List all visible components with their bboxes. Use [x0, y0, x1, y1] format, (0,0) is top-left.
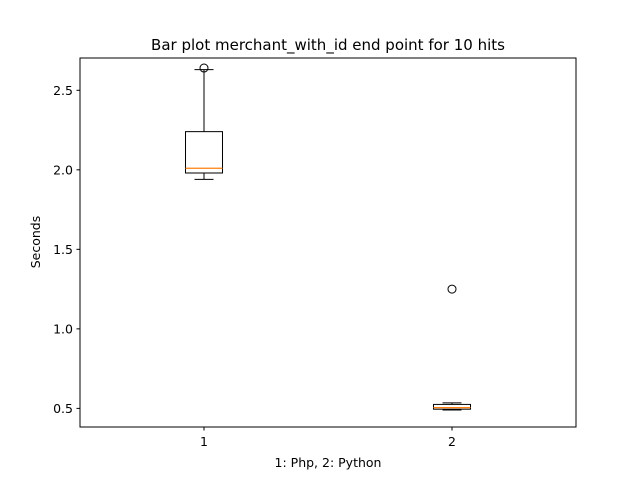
x-tick-label: 2 [448, 434, 456, 449]
outlier-point [447, 284, 457, 294]
y-tick-label: 2.5 [53, 83, 73, 98]
y-tick-label: 1.0 [53, 321, 73, 336]
x-tick-label: 1 [200, 434, 208, 449]
axes-frame [79, 57, 577, 428]
x-axis-label: 1: Php, 2: Python [275, 455, 382, 470]
box-iqr [433, 403, 471, 410]
chart-title: Bar plot merchant_with_id end point for … [151, 36, 505, 55]
box-group-1 [185, 63, 223, 180]
box-iqr [185, 131, 223, 174]
outlier-point [199, 63, 209, 73]
plot-area [185, 63, 471, 411]
y-tick-label: 0.5 [53, 401, 73, 416]
y-tick-label: 2.0 [53, 162, 73, 177]
box-group-2 [433, 284, 471, 411]
y-axis-label: Seconds [28, 216, 43, 269]
y-tick-label: 1.5 [53, 242, 73, 257]
